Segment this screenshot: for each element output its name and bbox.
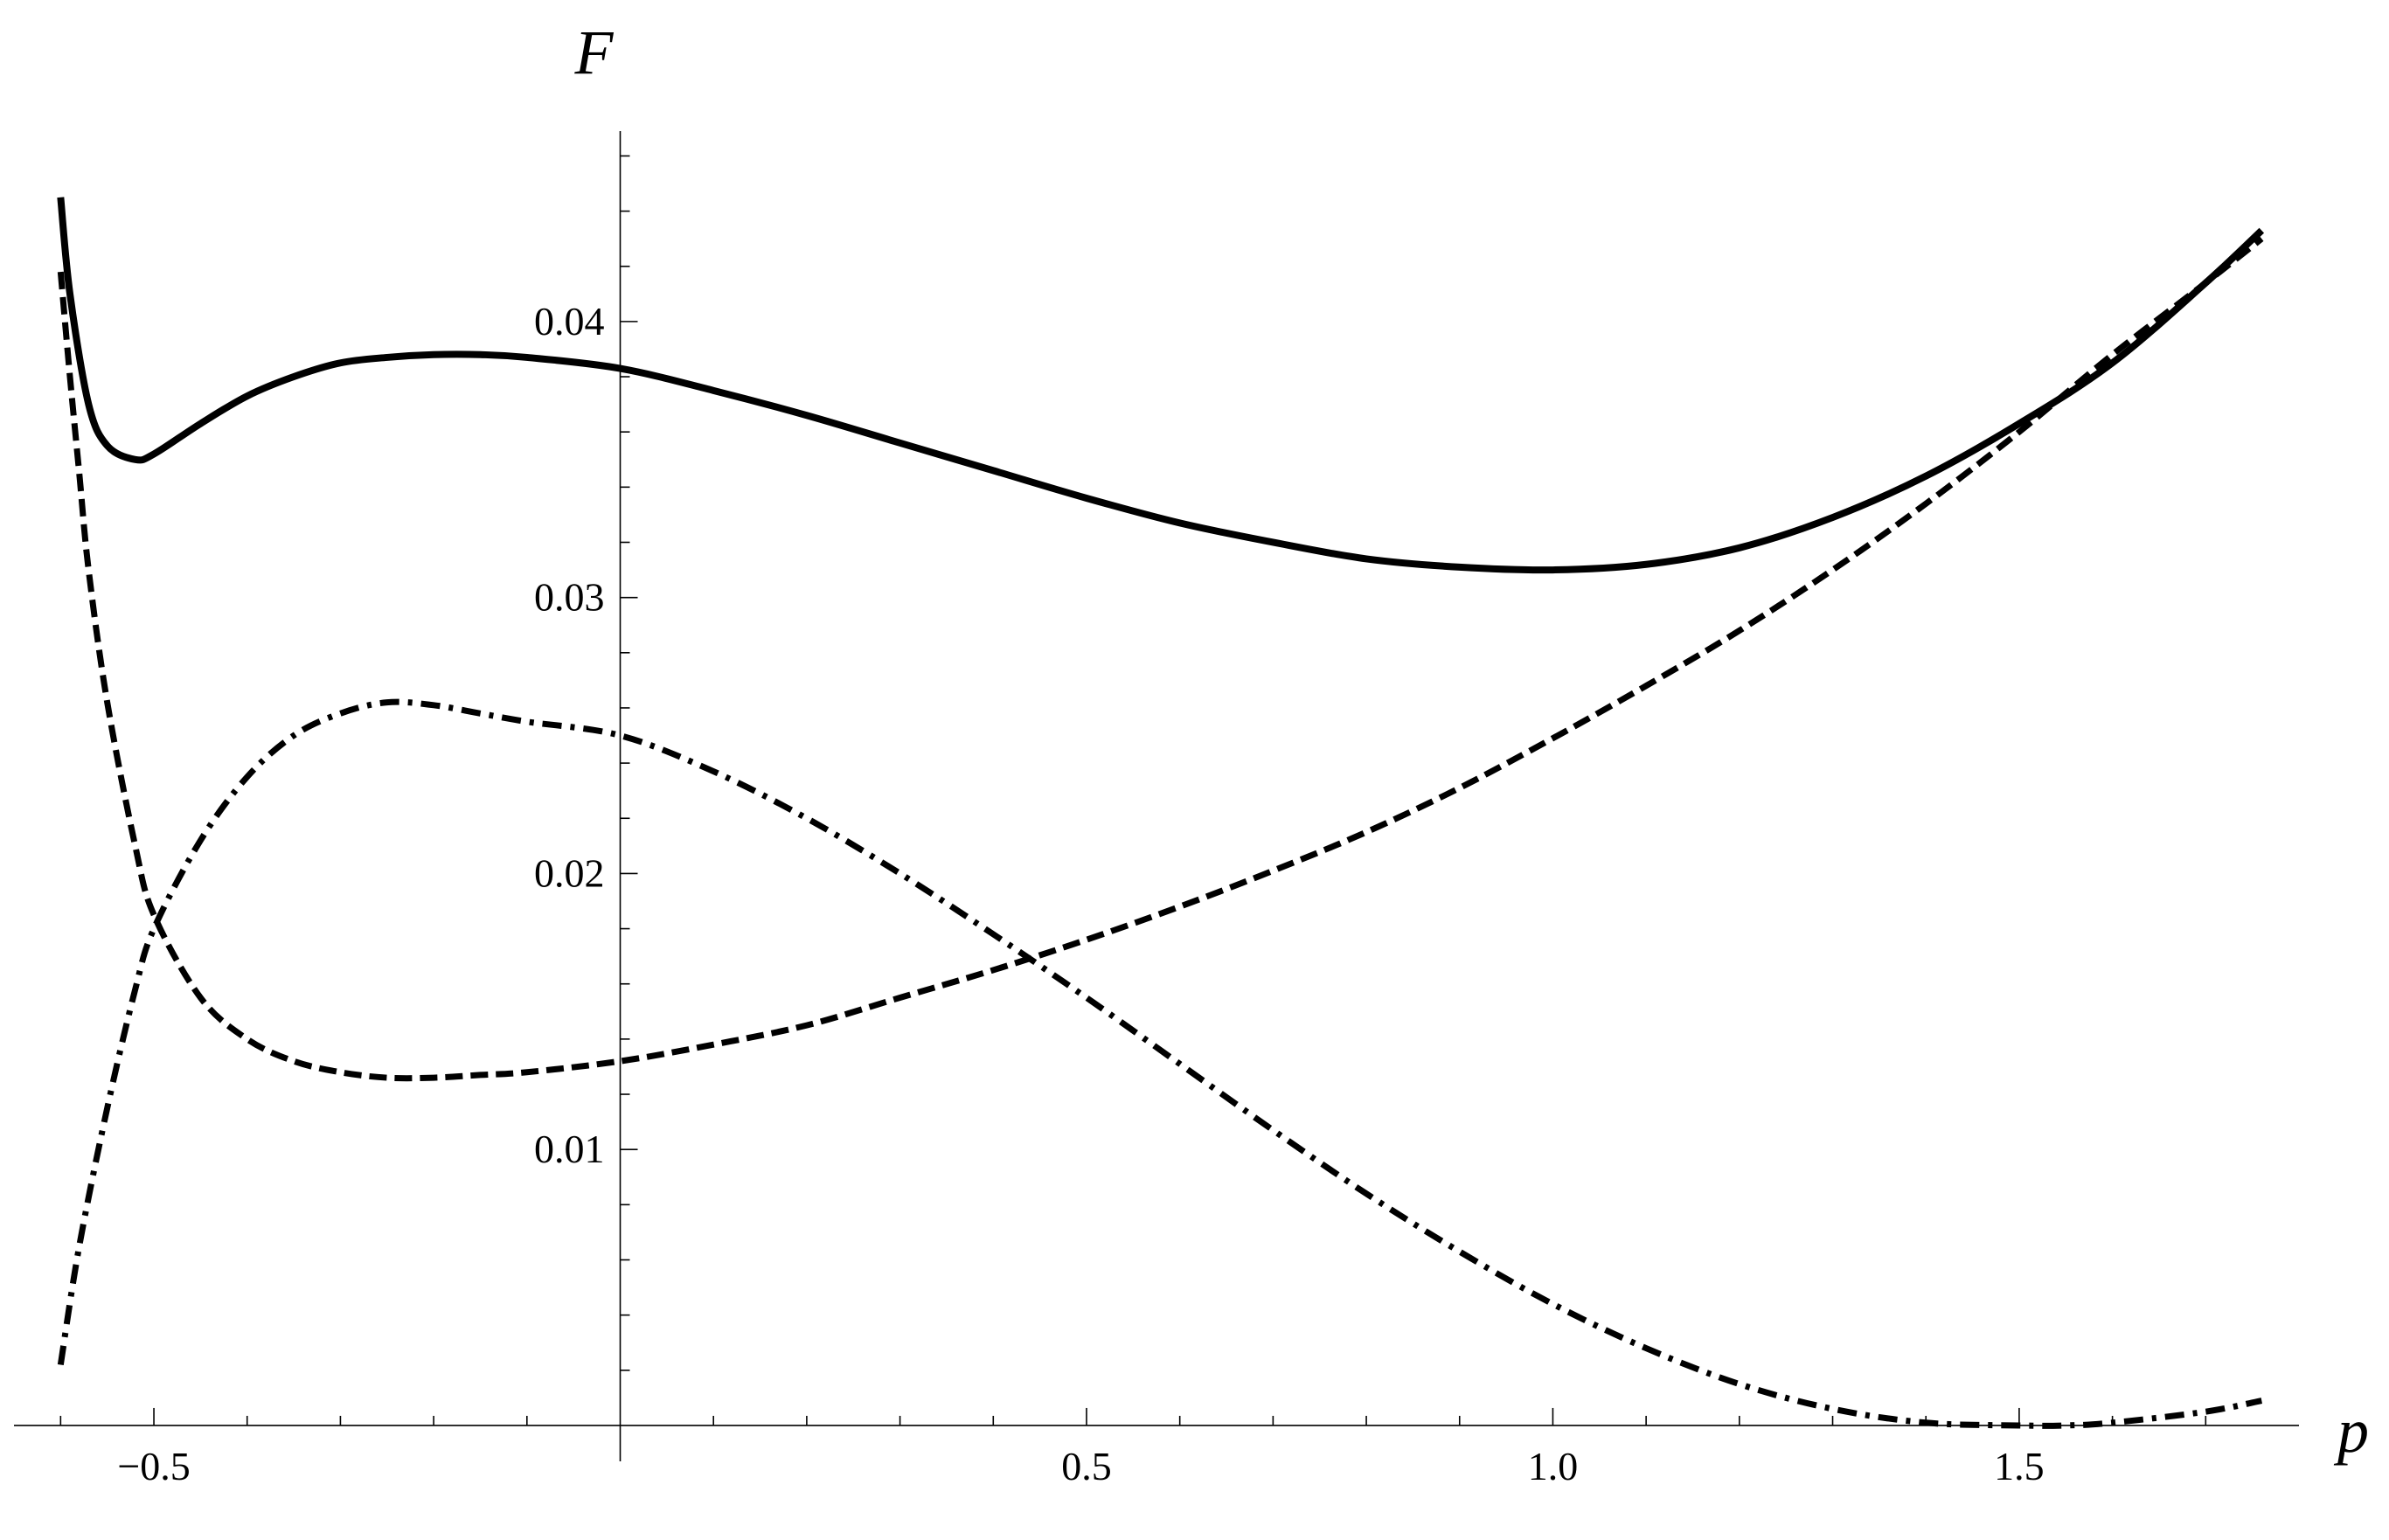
x-tick-label: 1.5 <box>1994 1444 2045 1488</box>
y-tick-label: 0.02 <box>534 850 605 895</box>
x-axis-title: p <box>2333 1396 2369 1466</box>
y-axis-title: F <box>574 17 615 87</box>
axes <box>14 131 2299 1461</box>
x-tick-label: −0.5 <box>117 1444 190 1488</box>
y-tick-label: 0.03 <box>534 575 605 620</box>
series-dashdot-line <box>57 698 2263 1429</box>
x-tick-label: 1.0 <box>1528 1444 1579 1488</box>
series-solid-line <box>57 197 2265 574</box>
tick-labels: −0.5 0.5 1.0 1.5 0.01 0.02 0.03 0.04 <box>117 299 2044 1488</box>
y-tick-label: 0.01 <box>534 1127 605 1171</box>
plot-series <box>57 197 2265 1429</box>
y-tick-label: 0.04 <box>534 299 605 343</box>
series-dashed-line <box>57 236 2264 1082</box>
x-tick-label: 0.5 <box>1061 1444 1112 1488</box>
